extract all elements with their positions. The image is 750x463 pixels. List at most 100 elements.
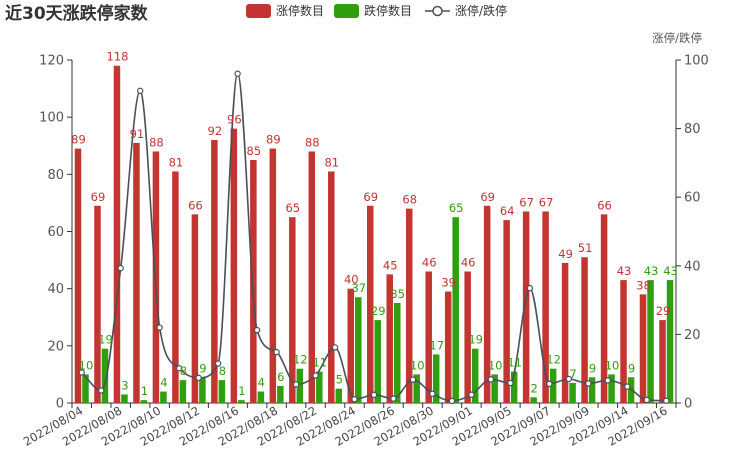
ratio-point [234, 70, 241, 77]
data-label-up: 96 [227, 113, 242, 127]
bar-down [218, 380, 226, 403]
bar-down [82, 374, 89, 403]
data-label-down: 8 [219, 364, 226, 378]
bar-down [316, 371, 323, 403]
bar-down [199, 377, 206, 403]
bar-up [503, 220, 510, 403]
data-label-up: 38 [636, 278, 651, 292]
ratio-point [351, 396, 358, 403]
ratio-point [117, 264, 124, 272]
bar-up [405, 208, 413, 403]
data-label-down: 5 [336, 373, 343, 387]
legend-label-1: 跌停数目 [364, 3, 412, 18]
ratio-point [507, 379, 514, 387]
bar-down [569, 382, 576, 403]
bar-up [211, 140, 218, 404]
y-right-tick-label: 80 [684, 122, 701, 137]
bar-down [101, 348, 109, 403]
ratio-point [175, 365, 183, 372]
y-right-tick-label: 0 [684, 397, 692, 412]
y-left-tick-label: 80 [47, 168, 64, 183]
legend-swatch-1 [334, 4, 359, 18]
chart-title: 近30天涨跌停家数 [5, 3, 149, 24]
y-right-tick-label: 60 [684, 191, 701, 206]
bar-up [522, 211, 530, 403]
bar-up [133, 142, 140, 403]
ratio-point [565, 375, 573, 383]
data-label-down: 19 [98, 333, 113, 347]
bar-up [464, 271, 471, 403]
data-label-up: 92 [208, 124, 223, 138]
bar-down [257, 391, 265, 403]
bar-up [328, 171, 335, 403]
bar-down [452, 217, 459, 403]
data-label-down: 65 [449, 201, 464, 215]
y-right-tick-label: 100 [684, 54, 709, 69]
data-label-up: 49 [558, 247, 573, 261]
bar-up [250, 160, 257, 403]
y-left-tick-label: 100 [39, 111, 64, 126]
bar-up [230, 128, 238, 403]
data-label-up: 67 [539, 195, 554, 209]
bar-down [666, 280, 674, 403]
data-label-down: 8 [180, 364, 187, 378]
data-label-down: 10 [605, 358, 620, 372]
data-label-down: 4 [160, 376, 167, 390]
bar-up [620, 280, 627, 403]
ratio-point [429, 390, 436, 397]
ratio-point [253, 326, 261, 334]
legend-swatch-0 [246, 4, 271, 18]
bar-up [386, 274, 393, 403]
data-label-down: 43 [644, 264, 659, 278]
ratio-point [468, 391, 475, 398]
ratio-point [585, 380, 592, 387]
data-label-down: 7 [569, 367, 576, 381]
ratio-point [273, 348, 280, 356]
ratio-line [78, 70, 670, 405]
bar-down [471, 348, 479, 403]
data-label-down: 3 [121, 378, 128, 392]
legend-label-2: 涨停/跌停 [455, 3, 507, 18]
data-label-up: 46 [422, 256, 437, 270]
ratio-point [526, 284, 534, 292]
data-label-up: 88 [305, 135, 320, 149]
bar-up [191, 214, 199, 403]
data-label-down: 4 [258, 376, 265, 390]
bar-up [581, 257, 588, 403]
data-label-up: 81 [324, 155, 339, 169]
bar-down [432, 354, 440, 403]
data-label-up: 118 [106, 50, 128, 64]
bar-down [530, 397, 537, 403]
ratio-point [214, 360, 222, 367]
data-label-up: 69 [363, 190, 378, 204]
bar-down [588, 377, 596, 403]
bar-up [659, 320, 666, 403]
bar-down [647, 280, 654, 403]
ratio-point [312, 372, 319, 379]
legend[interactable]: 涨停数目 跌停数目 涨停/跌停 [246, 3, 507, 18]
data-label-down: 2 [530, 381, 537, 395]
y-right-tick-label: 40 [684, 259, 701, 274]
data-label-up: 67 [519, 195, 534, 209]
bar-down [296, 368, 304, 403]
ratio-point [370, 391, 378, 399]
ratio-line-path [81, 72, 667, 402]
data-label-down: 9 [199, 361, 206, 375]
data-label-down: 12 [546, 353, 561, 367]
ratio-point [156, 324, 163, 331]
bar-down [160, 391, 167, 403]
data-label-down: 6 [277, 370, 284, 384]
ratio-point [390, 395, 397, 402]
data-label-down: 9 [589, 361, 596, 375]
data-label-down: 29 [371, 304, 386, 318]
data-label-up: 29 [656, 304, 671, 318]
y-left-tick-label: 120 [39, 54, 64, 69]
data-label-down: 37 [351, 281, 366, 295]
data-label-down: 10 [79, 358, 94, 372]
bar-up [600, 214, 608, 403]
ratio-point [136, 87, 144, 95]
ratio-point [604, 377, 612, 384]
bar-up [94, 205, 101, 403]
